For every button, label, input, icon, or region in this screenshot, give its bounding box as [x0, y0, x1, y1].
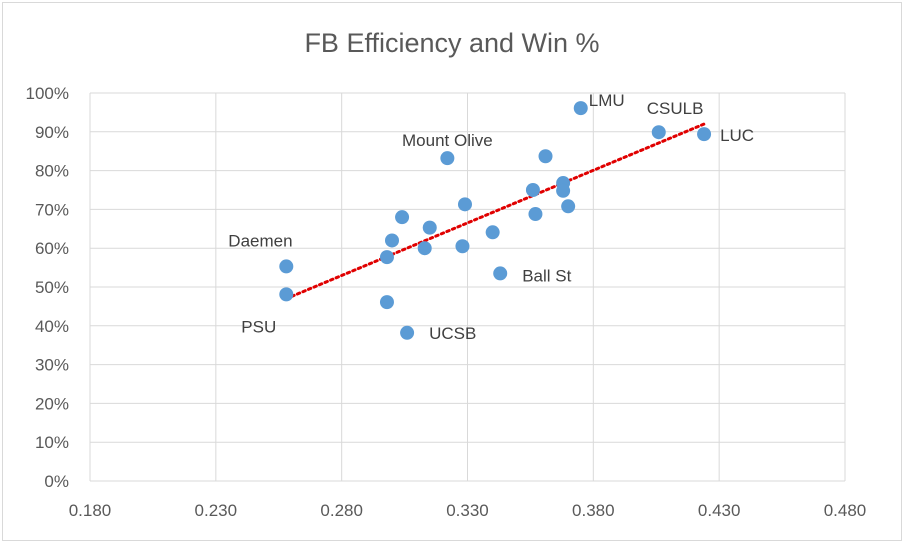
- x-tick-label: 0.380: [572, 501, 615, 520]
- data-point: [279, 287, 294, 302]
- y-tick-label: 70%: [35, 200, 69, 219]
- y-tick-label: 50%: [35, 278, 69, 297]
- data-point: [440, 151, 455, 166]
- data-points: [279, 101, 712, 340]
- x-tick-label: 0.330: [446, 501, 489, 520]
- y-tick-label: 60%: [35, 239, 69, 258]
- data-point: [379, 250, 394, 265]
- y-tick-label: 40%: [35, 317, 69, 336]
- y-tick-label: 100%: [26, 84, 69, 103]
- gridlines: [89, 92, 846, 482]
- point-label: LUC: [720, 126, 754, 145]
- point-label: Mount Olive: [402, 131, 493, 150]
- axis-tick-labels: 0% 10% 20% 30% 40% 50% 60% 70% 80% 90% 100% 0.180 0.…: [26, 84, 867, 520]
- x-tick-label: 0.480: [824, 501, 867, 520]
- y-tick-label: 10%: [35, 433, 69, 452]
- trendline: [284, 122, 706, 301]
- data-point: [400, 325, 415, 340]
- point-labels: Daemen PSU UCSB Mount Olive Ball St LMU CSULB L…: [228, 91, 754, 343]
- x-tick-label: 0.280: [320, 501, 363, 520]
- y-tick-label: 30%: [35, 356, 69, 375]
- x-tick-label: 0.180: [69, 501, 112, 520]
- point-label: LMU: [589, 91, 625, 110]
- x-tick-label: 0.230: [195, 501, 238, 520]
- point-label: UCSB: [429, 324, 476, 343]
- data-point: [528, 207, 543, 222]
- data-point: [385, 233, 399, 248]
- data-point: [395, 210, 410, 225]
- data-point: [556, 183, 571, 198]
- data-point: [379, 295, 394, 310]
- data-point: [457, 197, 472, 212]
- y-tick-label: 80%: [35, 162, 69, 181]
- y-tick-label: 90%: [35, 123, 69, 142]
- point-label: PSU: [241, 317, 276, 336]
- data-point: [538, 149, 553, 164]
- trendline-group: [284, 122, 706, 301]
- data-point: [697, 127, 712, 142]
- data-point: [651, 125, 666, 140]
- chart-title: FB Efficiency and Win %: [304, 28, 599, 58]
- point-label: CSULB: [647, 99, 704, 118]
- point-label: Ball St: [522, 266, 571, 285]
- x-tick-label: 0.430: [698, 501, 741, 520]
- y-tick-label: 20%: [35, 394, 69, 413]
- data-point: [485, 225, 500, 240]
- data-point: [279, 259, 294, 274]
- data-point: [455, 239, 470, 254]
- data-point: [573, 101, 588, 116]
- data-point: [417, 241, 432, 256]
- point-label: Daemen: [228, 231, 292, 250]
- y-tick-label: 0%: [44, 472, 69, 491]
- data-point: [493, 266, 508, 281]
- data-point: [422, 220, 437, 235]
- data-point: [525, 183, 540, 197]
- data-point: [561, 199, 576, 214]
